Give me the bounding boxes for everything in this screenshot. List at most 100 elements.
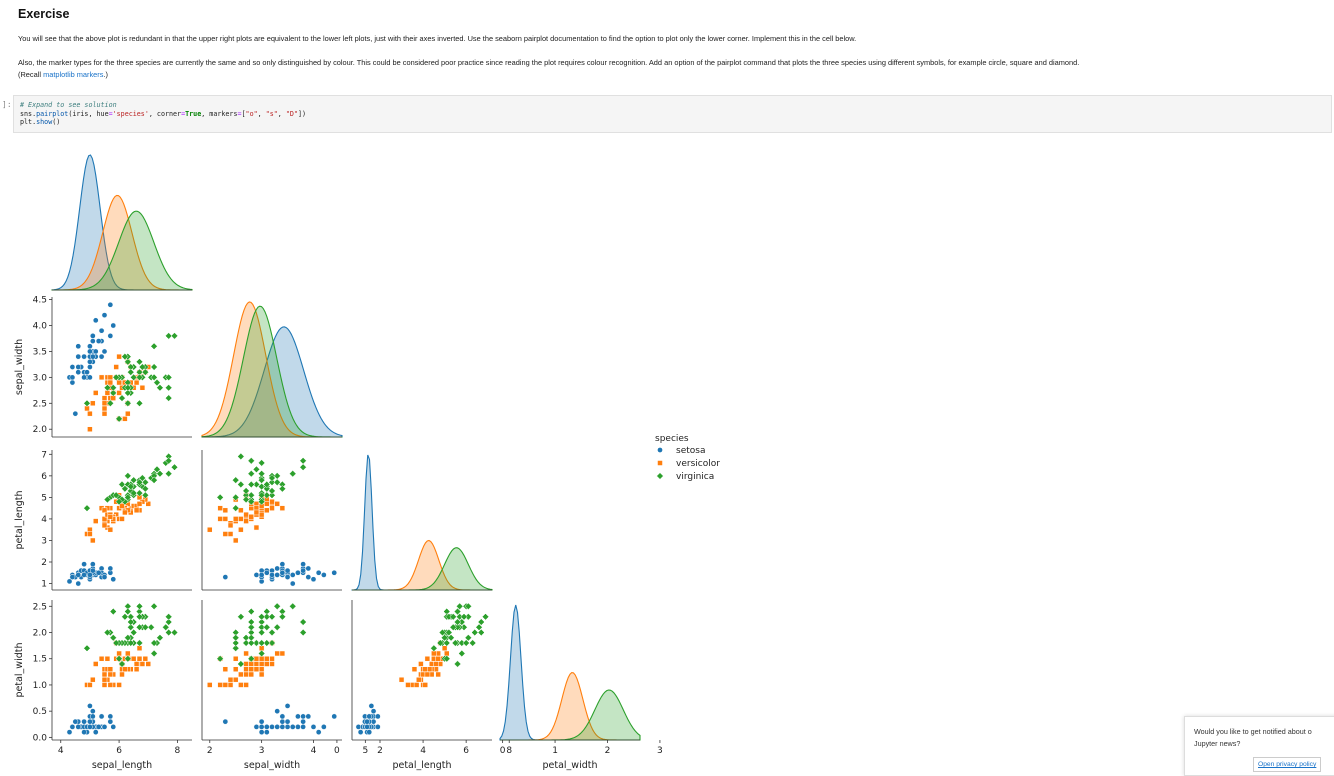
virginica-point: [268, 628, 276, 637]
virginica-point: [237, 613, 245, 621]
setosa-point: [75, 724, 82, 730]
versicolor-point: [101, 522, 108, 529]
versicolor-point: [101, 395, 108, 401]
versicolor-point: [279, 650, 286, 657]
virginica-point: [268, 613, 276, 621]
versicolor-point: [133, 507, 140, 514]
versicolor-point: [243, 650, 249, 657]
versicolor-point: [222, 666, 229, 672]
virginica-point: [451, 639, 460, 647]
x-tick-label: 0: [500, 746, 506, 756]
virginica-point: [257, 491, 266, 499]
matplotlib-markers-link[interactable]: matplotlib markers: [43, 70, 104, 79]
setosa-point: [89, 713, 96, 720]
virginica-point: [268, 639, 276, 647]
versicolor-point: [264, 655, 270, 662]
versicolor-point: [243, 682, 249, 688]
open-privacy-policy-button[interactable]: Open privacy policy: [1253, 757, 1322, 772]
setosa-point: [357, 729, 364, 735]
virginica-point: [232, 639, 240, 647]
setosa-point: [374, 713, 381, 720]
versicolor-point: [93, 518, 99, 524]
setosa-point: [279, 569, 286, 576]
virginica-point: [153, 465, 161, 474]
versicolor-point: [253, 661, 260, 667]
setosa-point: [89, 567, 96, 574]
panel-sepal_length-vs-sepal_length: [51, 154, 193, 291]
virginica-point: [165, 457, 173, 465]
setosa-point: [110, 724, 117, 730]
virginica-point: [115, 498, 123, 506]
setosa-point: [110, 576, 117, 583]
virginica-point: [135, 373, 144, 382]
versicolor-point: [274, 650, 280, 657]
setosa-point: [110, 322, 117, 329]
virginica-point: [112, 491, 120, 499]
x-tick-label: 2: [377, 746, 383, 756]
versicolor-point: [238, 671, 244, 678]
x-tick-label: 1: [552, 746, 558, 756]
setosa-point: [87, 724, 93, 730]
setosa-point: [107, 718, 114, 725]
setosa-point: [284, 703, 291, 709]
versicolor-point: [133, 661, 140, 667]
virginica-point: [106, 399, 114, 407]
versicolor-point: [243, 666, 249, 672]
code-line-pairplot: sns.pairplot(iris, hue='species', corner…: [20, 109, 307, 118]
setosa-point: [98, 327, 105, 334]
virginica-point: [443, 655, 451, 663]
versicolor-point: [264, 507, 270, 514]
setosa-point: [75, 364, 82, 370]
virginica-point: [127, 623, 135, 631]
versicolor-point: [130, 655, 137, 662]
virginica-point: [115, 415, 123, 423]
panel-petal_length-vs-sepal_length: 1 2 3 4 5 6 7 petal_length: [14, 450, 192, 591]
panel-petal_width-vs-sepal_width: 2 3 4 5 sepal_width: [201, 600, 368, 771]
versicolor-point: [418, 661, 424, 667]
setosa-point: [364, 718, 370, 725]
versicolor-point: [136, 655, 143, 662]
y-axis-label-sepal_width: sepal_width: [14, 339, 25, 395]
virginica-point: [138, 474, 147, 482]
versicolor-point: [90, 537, 96, 544]
virginica-point: [165, 394, 173, 402]
setosa-point: [269, 724, 275, 730]
setosa-point: [87, 343, 93, 350]
code-cell-editor[interactable]: # Expand to see solution sns.pairplot(ir…: [13, 95, 1332, 133]
setosa-point: [75, 580, 82, 587]
virginica-point: [242, 639, 250, 647]
virginica-point: [165, 613, 173, 621]
panel-sepal_width-vs-sepal_length: 2.0 2.5 3.0 3.5 4.0 4.5 sepal_width: [14, 296, 192, 438]
setosa-point: [284, 574, 291, 580]
exercise-paragraph-2-text: Also, the marker types for the three spe…: [18, 58, 1080, 67]
virginica-point: [135, 602, 144, 610]
setosa-point: [300, 718, 306, 725]
virginica-point: [257, 459, 266, 467]
virginica-point: [118, 394, 126, 402]
virginica-point: [112, 639, 120, 647]
versicolor-point: [217, 682, 223, 688]
versicolor-point: [101, 507, 108, 514]
versicolor-point: [101, 400, 108, 407]
versicolor-point: [101, 671, 108, 678]
virginica-point: [121, 485, 129, 493]
setosa-point: [101, 574, 108, 580]
virginica-point: [124, 655, 132, 663]
virginica-point: [141, 491, 149, 499]
y-tick-label: 4: [41, 515, 47, 525]
setosa-point: [289, 724, 296, 730]
setosa-point: [305, 713, 312, 720]
versicolor-point: [133, 379, 140, 386]
setosa-point: [274, 565, 281, 572]
species-legend: species setosa versicolor virginica: [655, 434, 720, 482]
setosa-point: [81, 353, 87, 360]
setosa-point: [315, 569, 322, 576]
virginica-point: [135, 358, 144, 366]
virginica-point: [162, 623, 170, 631]
virginica-point: [257, 628, 266, 637]
versicolor-point: [243, 518, 249, 524]
versicolor-point: [243, 511, 249, 518]
virginica-point: [156, 384, 164, 392]
setosa-point: [69, 574, 76, 580]
virginica-point: [268, 491, 276, 499]
